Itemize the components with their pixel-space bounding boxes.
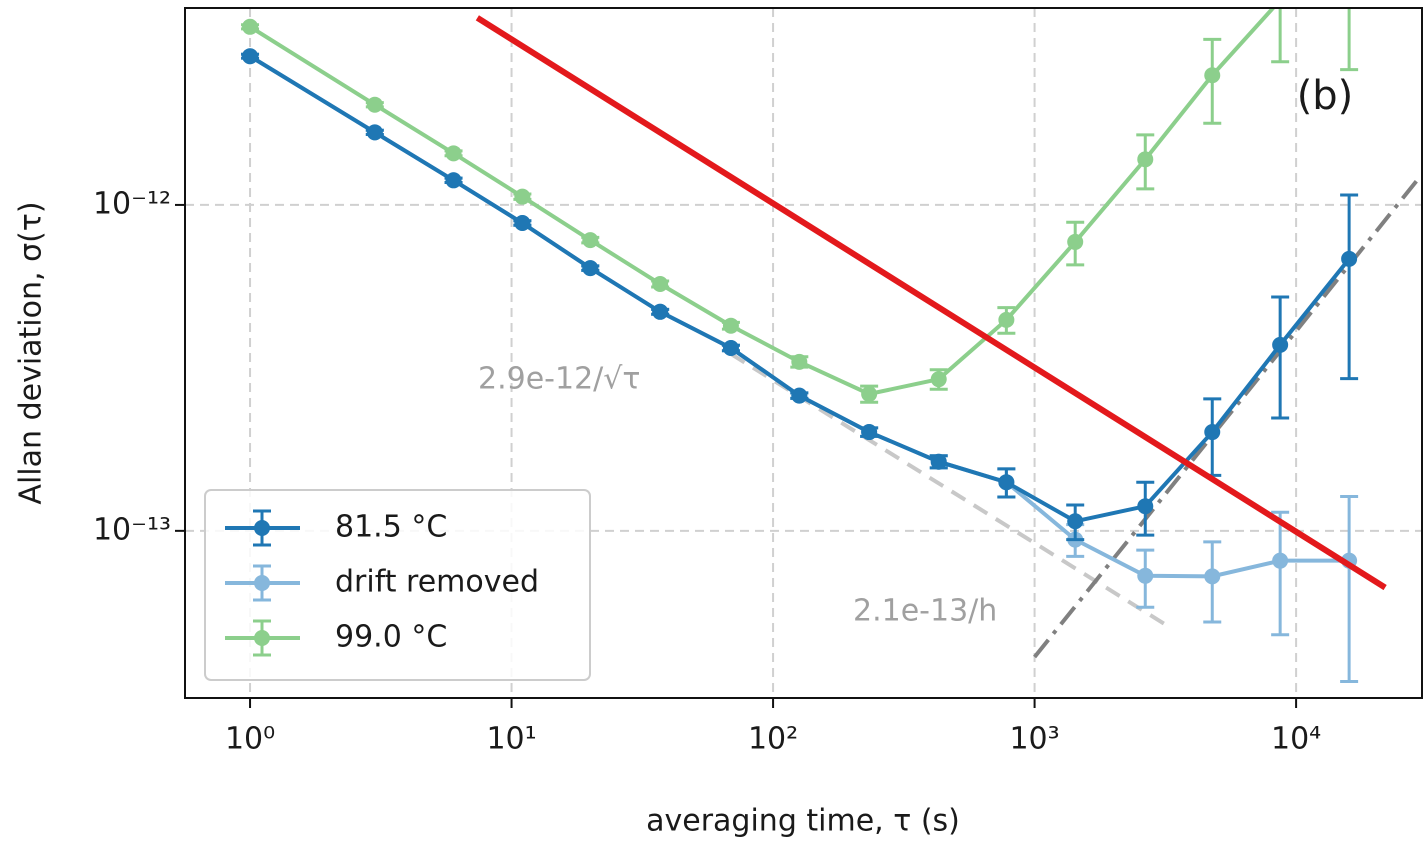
marker [242,18,259,35]
marker [998,311,1015,328]
marker [998,474,1015,491]
marker [652,303,669,320]
marker [652,275,669,292]
legend-box [204,489,591,681]
plot-area [241,8,1422,683]
reference-line [475,15,1387,591]
legend-swatch [254,575,270,591]
marker [1137,151,1154,168]
x-axis-title: averaging time, τ (s) [646,804,960,839]
axes: 10⁰ 10¹ 10² 10³ 10⁴ 10⁻¹³ 10⁻¹² [93,186,1321,756]
axes-frame [184,7,1423,699]
series-line [248,8,1276,397]
marker [861,385,878,402]
panel-label: (b) [1297,73,1354,119]
marker [722,339,739,356]
annotation-text: 2.1e-13/h [853,594,997,629]
marker [1204,67,1221,84]
series-line [249,54,1351,524]
marker [791,353,808,370]
legend-label: 81.5 °C [335,510,447,545]
legend-label: drift removed [335,565,539,600]
x-tick-label: 10⁴ [1271,722,1321,757]
x-tick-label: 10⁰ [225,722,275,757]
y-tick-label: 10⁻¹³ [93,512,171,547]
marker [1278,8,1282,9]
marker [582,260,599,277]
marker [1137,498,1154,515]
legend-swatch [254,630,270,646]
marker [514,215,531,232]
annotation-text: 2.9e-12/√τ [478,362,640,397]
marker [514,188,531,205]
legend-swatch [254,520,270,536]
marker [722,317,739,334]
marker [1067,233,1084,250]
marker [930,371,947,388]
marker [1272,336,1289,353]
y-tick-label: 10⁻¹² [93,186,171,221]
marker [1272,552,1289,569]
marker [1067,513,1084,530]
series [241,48,1359,542]
marker [582,232,599,249]
marker [791,387,808,404]
marker [1204,424,1221,441]
reference-line [1033,174,1422,659]
legend-label: 99.0 °C [335,620,447,655]
y-axis-title: Allan deviation, σ(τ) [14,201,49,504]
x-tick-label: 10² [748,722,798,757]
marker [1137,567,1154,584]
marker [861,424,878,441]
series [241,8,1359,404]
marker [366,96,383,113]
legend: 81.5 °C drift removed 99.0 °C [204,489,591,681]
marker [1204,568,1221,585]
x-tick-label: 10¹ [486,722,536,757]
marker [445,172,462,189]
marker [366,124,383,141]
marker [930,453,947,470]
marker [445,145,462,162]
marker [242,48,259,65]
marker [1341,250,1358,267]
x-tick-label: 10³ [1009,722,1059,757]
